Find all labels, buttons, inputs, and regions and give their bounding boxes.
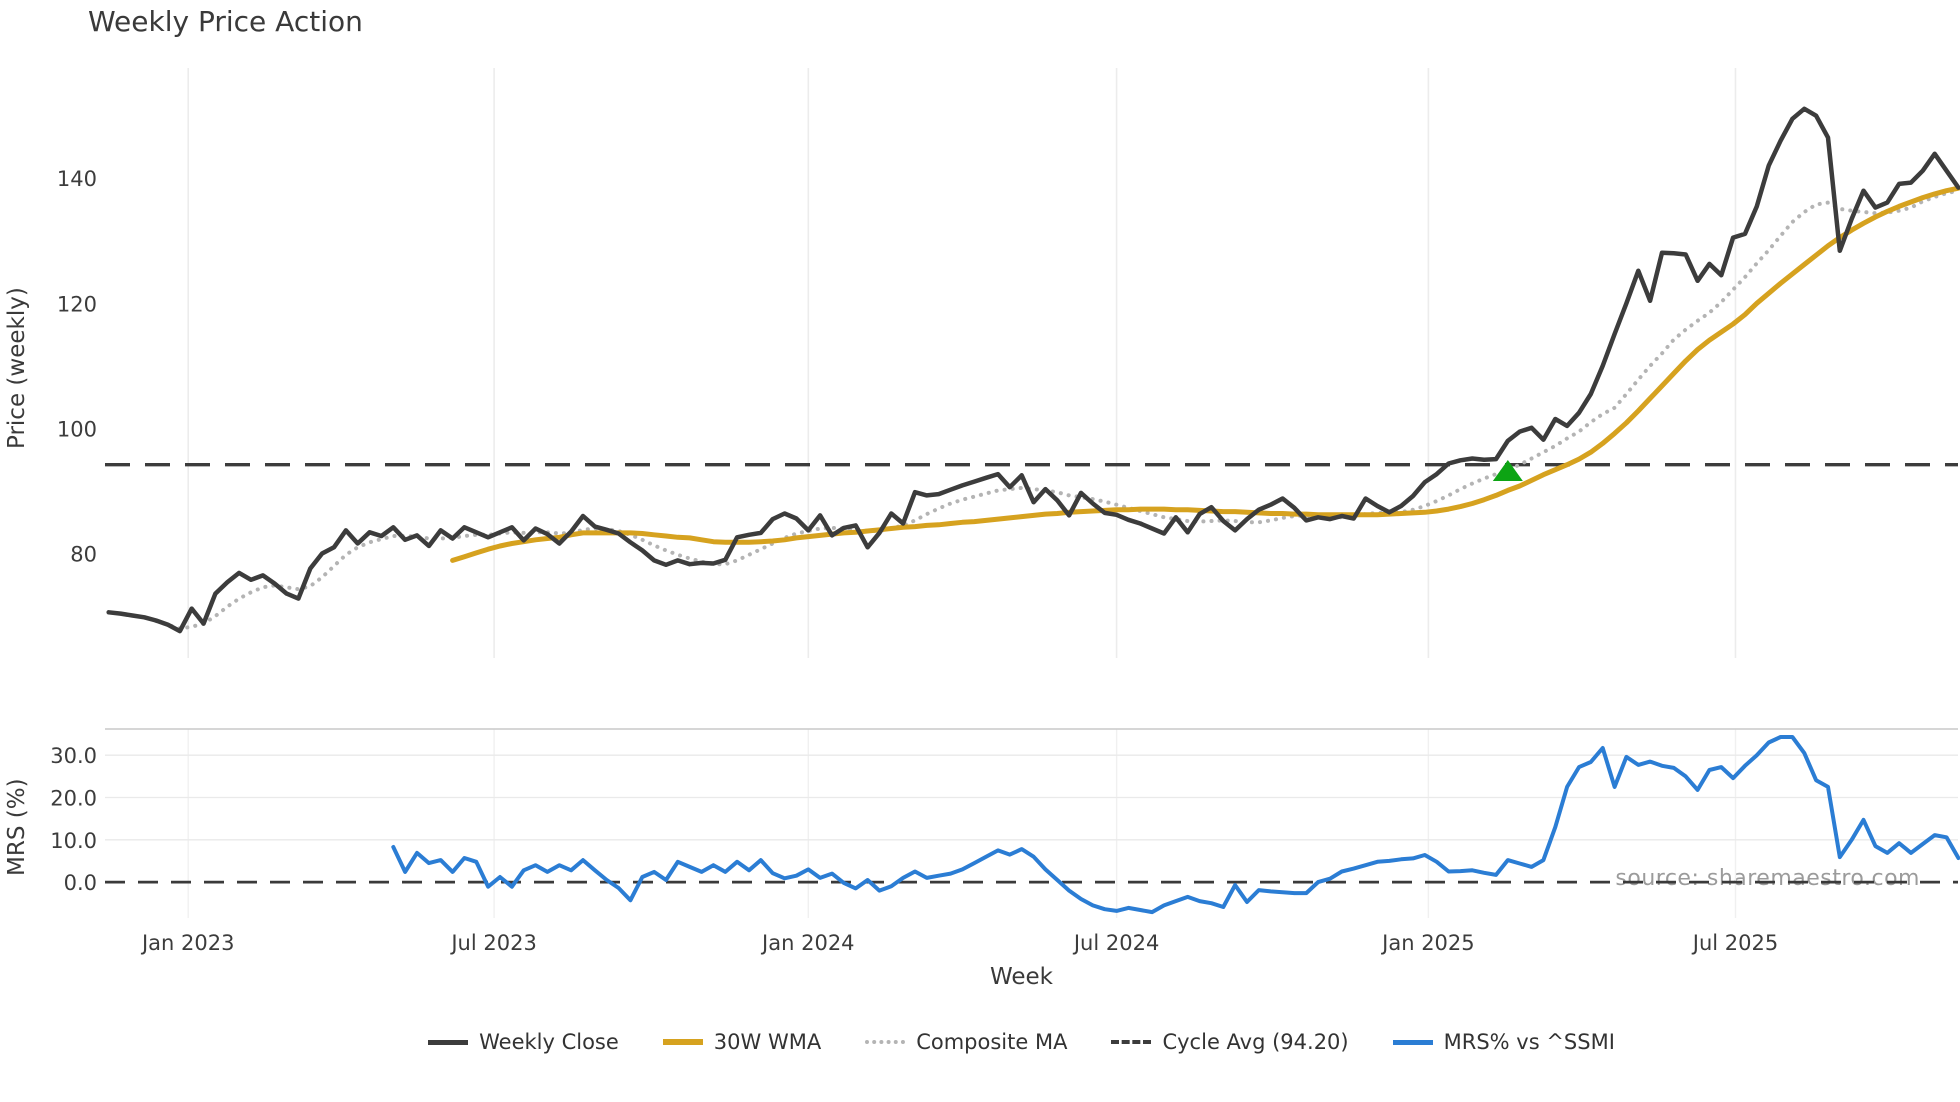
legend-label: Weekly Close <box>479 1030 619 1054</box>
svg-text:80: 80 <box>70 543 97 567</box>
watermark-text: source: sharemaestro.com <box>1615 866 1920 891</box>
svg-text:100: 100 <box>57 417 97 441</box>
svg-text:Jan 2024: Jan 2024 <box>760 931 855 955</box>
weekly-close-line-icon <box>428 1039 469 1045</box>
svg-text:Jul 2024: Jul 2024 <box>1072 931 1159 955</box>
svg-text:0.0: 0.0 <box>64 871 97 895</box>
cycle-avg-dashed-line-icon <box>1111 1040 1152 1044</box>
x-axis-label: Week <box>989 964 1053 990</box>
svg-text:10.0: 10.0 <box>50 829 97 853</box>
svg-text:Jan 2023: Jan 2023 <box>140 931 235 955</box>
svg-text:120: 120 <box>57 292 97 316</box>
wma-line-icon <box>662 1039 703 1045</box>
chart-title: Weekly Price Action <box>88 5 363 38</box>
svg-text:Jul 2023: Jul 2023 <box>449 931 536 955</box>
mrs-line-icon <box>1392 1039 1433 1045</box>
legend-item-mrs: MRS% vs ^SSMI <box>1392 1030 1615 1054</box>
svg-text:20.0: 20.0 <box>50 787 97 811</box>
legend-label: Cycle Avg (94.20) <box>1162 1030 1349 1054</box>
legend-item-weekly-close: Weekly Close <box>428 1030 619 1054</box>
svg-text:140: 140 <box>57 167 97 191</box>
svg-text:Jan 2025: Jan 2025 <box>1380 931 1475 955</box>
svg-text:Jul 2025: Jul 2025 <box>1691 931 1778 955</box>
legend-item-30w-wma: 30W WMA <box>662 1030 822 1054</box>
legend-label: 30W WMA <box>713 1030 822 1054</box>
svg-text:30.0: 30.0 <box>50 744 97 768</box>
legend-item-composite-ma: Composite MA <box>865 1030 1067 1054</box>
legend: Weekly Close 30W WMA Composite MA Cycle … <box>85 1030 1958 1054</box>
legend-label: MRS% vs ^SSMI <box>1443 1030 1615 1054</box>
legend-item-cycle-avg: Cycle Avg (94.20) <box>1111 1030 1349 1054</box>
composite-ma-dotted-line-icon <box>865 1040 906 1044</box>
legend-label: Composite MA <box>916 1030 1068 1054</box>
